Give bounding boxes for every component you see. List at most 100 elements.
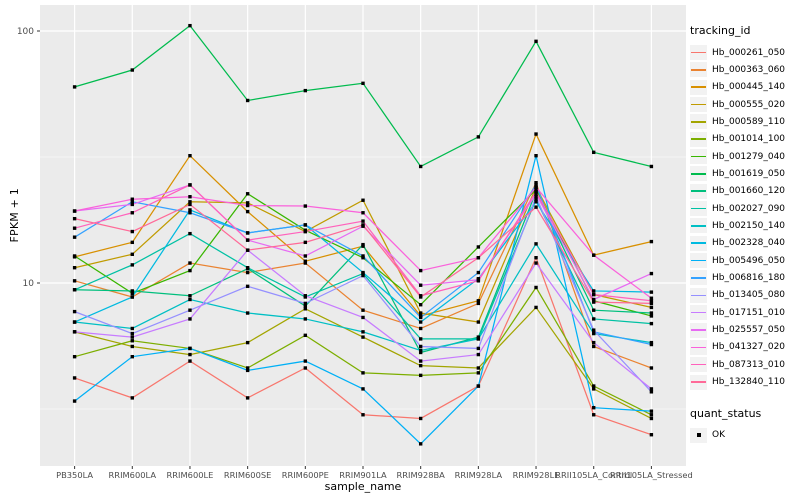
legend-item-label: Hb_000589_110 <box>712 116 786 127</box>
legend-item-label: Hb_041327_020 <box>712 342 786 353</box>
legend-title-tracking-id: tracking_id <box>690 24 751 37</box>
data-point-marker <box>188 297 192 302</box>
data-point-marker <box>476 299 481 303</box>
data-point-marker <box>592 308 596 312</box>
data-point-marker <box>418 315 423 320</box>
data-point-marker <box>130 202 134 207</box>
data-point-marker <box>72 288 77 292</box>
data-point-marker <box>361 413 365 417</box>
data-point-marker <box>418 344 423 349</box>
data-point-marker <box>188 200 192 204</box>
data-point-marker <box>476 352 481 357</box>
data-point-marker <box>188 183 192 187</box>
axis-ticks: 100 10 PB350LA RRIM600LA RRIM600LE RRIM600SE R… <box>17 27 693 480</box>
data-point-marker <box>649 342 654 347</box>
data-point-marker <box>72 209 77 213</box>
data-point-marker <box>361 81 365 86</box>
data-point-marker <box>245 366 250 370</box>
legend-key-box <box>690 149 707 165</box>
legend-key-line <box>691 86 706 88</box>
data-point-marker <box>130 344 134 349</box>
data-point-marker <box>534 190 538 194</box>
legend-item: Hb_000445_140 <box>690 79 798 96</box>
data-point-marker <box>476 135 481 139</box>
data-point-marker <box>72 354 77 359</box>
data-point-marker <box>245 284 250 289</box>
data-point-marker <box>592 328 596 332</box>
data-point-marker <box>245 396 250 400</box>
data-point-marker <box>534 200 538 204</box>
data-point-marker <box>418 348 423 353</box>
data-point-marker <box>649 271 654 276</box>
legend: tracking_id Hb_000261_050 Hb_000363_060 Hb… <box>690 24 798 444</box>
data-point-marker <box>592 297 596 302</box>
data-point-marker <box>303 240 308 245</box>
data-point-marker <box>534 197 538 201</box>
data-point-marker <box>361 254 365 258</box>
data-point-marker <box>649 416 654 421</box>
legend-item: Hb_013405_080 <box>690 287 798 304</box>
data-point-marker <box>361 387 365 391</box>
data-point-marker <box>130 291 134 296</box>
data-point-marker <box>361 223 365 227</box>
data-point-marker <box>72 376 77 380</box>
data-point-marker <box>130 211 134 215</box>
data-point-marker <box>245 368 250 373</box>
legend-item-ok: OK <box>690 427 798 444</box>
data-points <box>72 23 654 446</box>
x-tick-label: RRII105LA_Stressed <box>610 470 693 480</box>
data-point-marker <box>245 231 250 235</box>
data-point-marker <box>303 307 308 311</box>
data-point-marker <box>188 231 192 236</box>
data-point-marker <box>303 359 308 363</box>
legend-key-line <box>691 173 706 175</box>
legend-key-box <box>690 339 707 355</box>
data-point-marker <box>418 359 423 363</box>
legend-item-label: Hb_087313_010 <box>712 359 786 370</box>
data-point-marker <box>188 23 192 28</box>
data-point-marker <box>418 337 423 341</box>
data-point-marker <box>188 308 192 312</box>
legend-item: Hb_000555_020 <box>690 96 798 113</box>
data-point-marker <box>130 197 134 201</box>
legend-key-box <box>690 201 707 217</box>
data-point-marker <box>130 263 134 267</box>
legend-item-label: Hb_000555_020 <box>712 99 786 110</box>
data-point-marker <box>649 314 654 318</box>
data-point-marker <box>303 366 308 370</box>
x-tick-label: RRIM600PE <box>282 470 329 480</box>
data-point-marker <box>592 292 596 297</box>
legend-key-box <box>690 235 707 251</box>
data-point-marker <box>592 317 596 321</box>
legend-key-box <box>690 218 707 234</box>
data-point-marker <box>649 390 654 394</box>
data-point-marker <box>303 301 308 306</box>
x-tick-label: RRII105LA_Control <box>555 470 632 480</box>
legend-item-label: Hb_002328_040 <box>712 238 786 249</box>
data-point-marker <box>649 301 654 306</box>
data-point-marker <box>188 352 192 357</box>
data-point-marker <box>303 261 308 265</box>
legend-item-label: Hb_002150_140 <box>712 220 786 231</box>
x-axis-title: sample_name <box>324 480 402 493</box>
data-point-marker <box>534 154 538 158</box>
data-point-marker <box>130 326 134 331</box>
data-point-marker <box>303 317 308 321</box>
legend-item-label: Hb_017151_010 <box>712 307 786 318</box>
data-point-marker <box>72 266 77 270</box>
data-point-marker <box>72 254 77 258</box>
legend-item-label: OK <box>712 430 725 441</box>
legend-item-label: Hb_001014_100 <box>712 134 786 145</box>
data-point-marker <box>188 195 192 199</box>
legend-key-box <box>690 287 707 303</box>
data-point-marker <box>534 195 538 199</box>
legend-item-label: Hb_006816_180 <box>712 272 786 283</box>
data-point-marker <box>418 311 423 315</box>
legend-key-line <box>691 381 706 383</box>
data-point-marker <box>534 242 538 246</box>
data-point-marker <box>188 154 192 158</box>
x-tick-label: RRIM600LE <box>167 470 214 480</box>
data-point-marker <box>649 296 654 300</box>
data-point-marker <box>361 330 365 334</box>
